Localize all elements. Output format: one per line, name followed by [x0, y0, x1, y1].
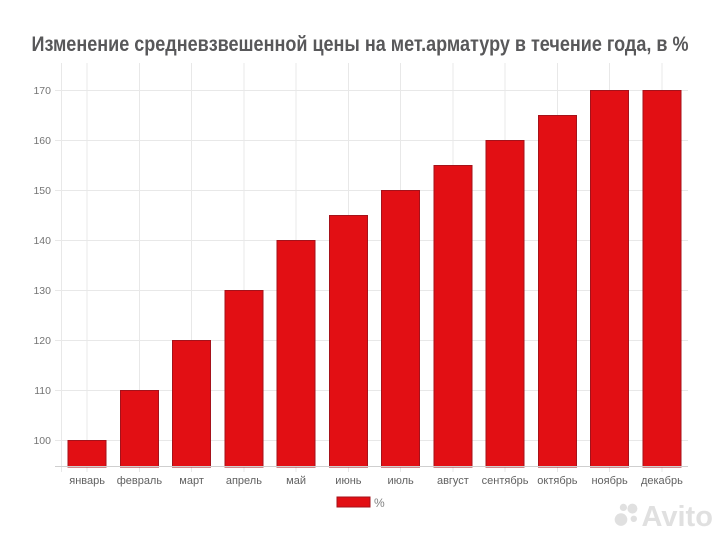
svg-text:160: 160: [33, 135, 51, 147]
svg-text:март: март: [179, 475, 204, 487]
svg-text:100: 100: [33, 435, 51, 447]
svg-text:февраль: февраль: [117, 475, 163, 487]
svg-text:120: 120: [33, 335, 51, 347]
svg-text:апрель: апрель: [226, 475, 262, 487]
svg-text:октябрь: октябрь: [537, 475, 577, 487]
svg-text:май: май: [286, 475, 306, 487]
svg-text:Изменение средневзвешенной цен: Изменение средневзвешенной цены на мет.а…: [32, 33, 689, 56]
svg-text:150: 150: [33, 185, 51, 197]
svg-text:Avito: Avito: [642, 501, 713, 533]
svg-text:130: 130: [33, 285, 51, 297]
svg-text:170: 170: [33, 85, 51, 97]
svg-text:%: %: [374, 496, 385, 510]
svg-text:140: 140: [33, 235, 51, 247]
svg-text:август: август: [437, 475, 469, 487]
svg-text:январь: январь: [69, 475, 105, 487]
svg-text:сентябрь: сентябрь: [482, 475, 529, 487]
svg-text:110: 110: [34, 385, 51, 397]
svg-text:декабрь: декабрь: [641, 475, 683, 487]
svg-text:ноябрь: ноябрь: [591, 475, 628, 487]
svg-text:июль: июль: [387, 475, 414, 487]
svg-text:июнь: июнь: [335, 475, 361, 487]
